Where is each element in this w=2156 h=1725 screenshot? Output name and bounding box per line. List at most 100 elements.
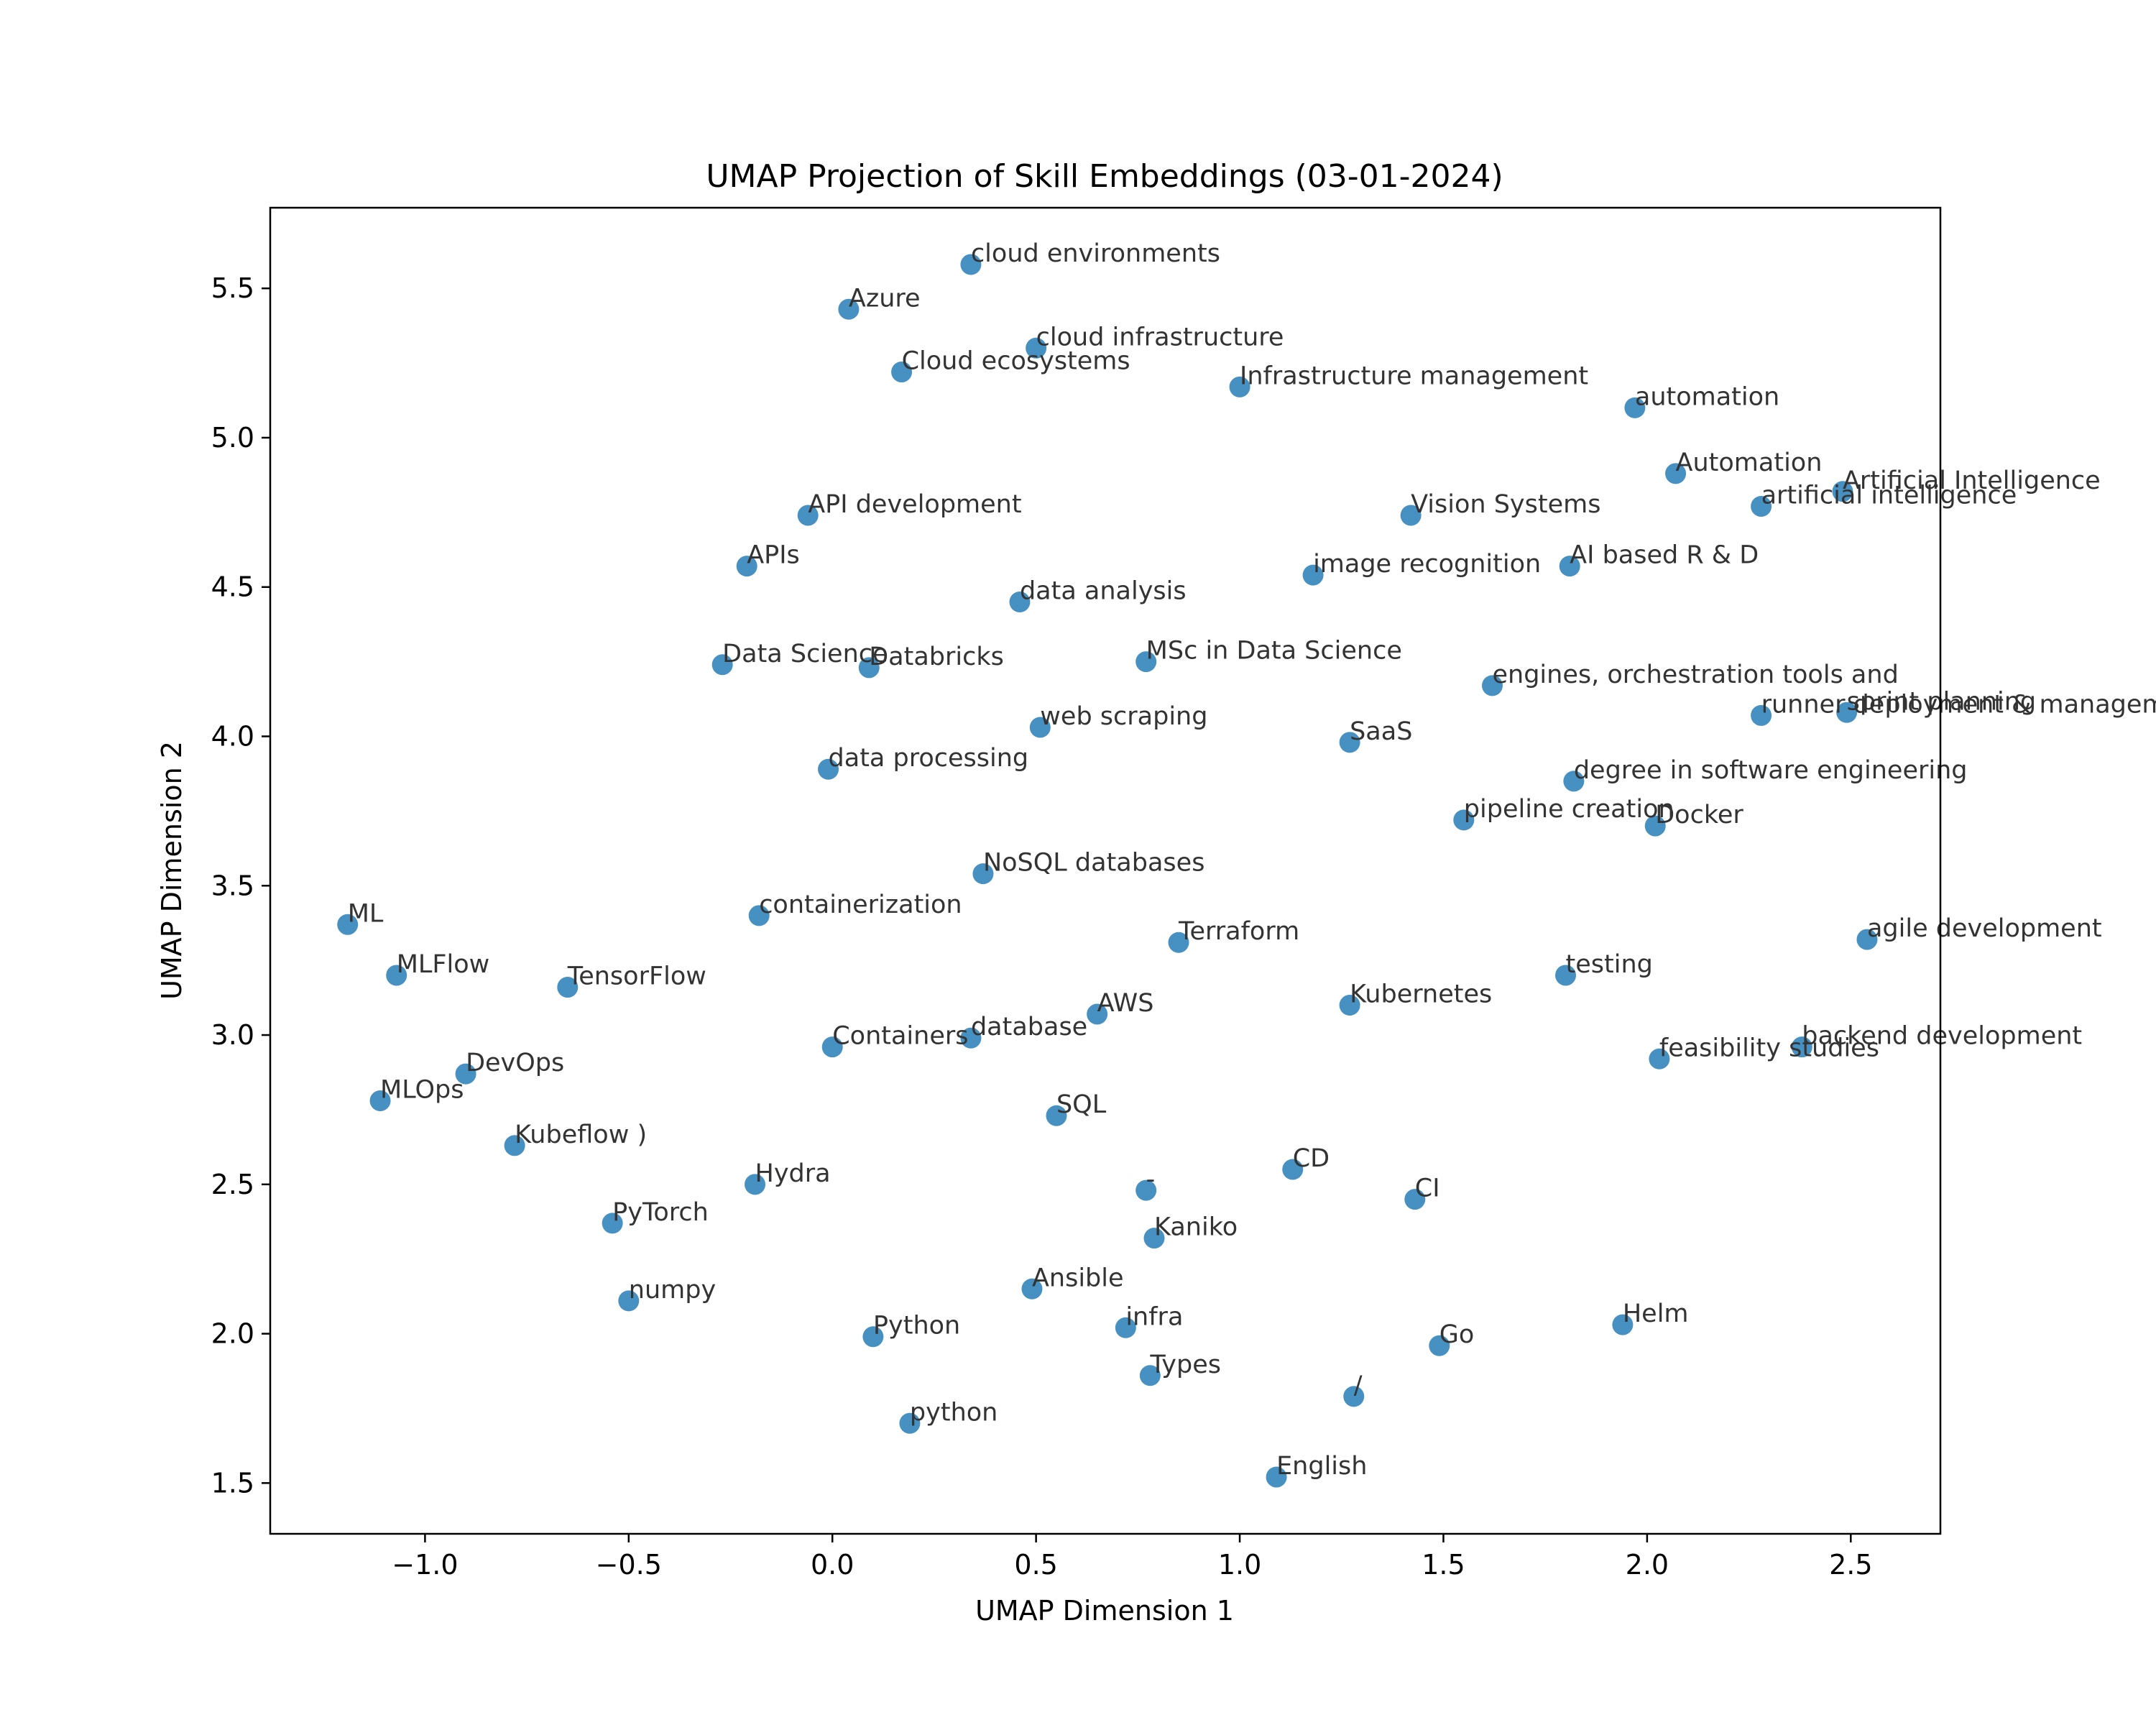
data-point bbox=[1229, 376, 1250, 397]
y-tick-label: 2.0 bbox=[211, 1318, 254, 1350]
data-point bbox=[455, 1063, 476, 1085]
point-label: CD bbox=[1293, 1144, 1330, 1173]
data-point bbox=[1009, 592, 1031, 613]
data-point bbox=[1026, 337, 1047, 359]
point-label: Ansible bbox=[1032, 1264, 1124, 1292]
point-label: numpy bbox=[629, 1276, 716, 1305]
data-point bbox=[1143, 1228, 1165, 1249]
data-point bbox=[1168, 932, 1189, 953]
point-label: English bbox=[1276, 1452, 1367, 1481]
point-label: Terraform bbox=[1178, 917, 1299, 946]
point-label: TensorFlow bbox=[567, 962, 706, 991]
point-label: feasibility studies bbox=[1659, 1034, 1879, 1062]
data-point bbox=[1135, 1179, 1157, 1201]
data-point bbox=[1400, 505, 1422, 526]
point-label: cloud infrastructure bbox=[1036, 323, 1284, 351]
point-label: image recognition bbox=[1313, 550, 1541, 579]
data-point bbox=[1665, 463, 1687, 484]
point-label: MSc in Data Science bbox=[1146, 637, 1402, 666]
data-point bbox=[1836, 702, 1858, 723]
data-point bbox=[618, 1290, 640, 1312]
x-tick-label: 0.0 bbox=[811, 1549, 854, 1581]
y-tick-label: 5.5 bbox=[211, 272, 254, 304]
point-label: Kaniko bbox=[1154, 1213, 1238, 1242]
point-label: backend development bbox=[1802, 1022, 2082, 1051]
point-label: sprint planning bbox=[1847, 687, 2036, 716]
point-label: python bbox=[910, 1398, 998, 1427]
x-tick-label: −1.0 bbox=[392, 1549, 458, 1581]
chart-title: UMAP Projection of Skill Embeddings (03-… bbox=[706, 158, 1503, 195]
data-point bbox=[1021, 1278, 1043, 1300]
data-point bbox=[337, 914, 359, 935]
point-label: Go bbox=[1439, 1320, 1475, 1349]
point-label: engines, orchestration tools and bbox=[1492, 661, 1898, 689]
data-point bbox=[1302, 564, 1324, 586]
data-point bbox=[1343, 1386, 1365, 1407]
point-label: NoSQL databases bbox=[983, 849, 1205, 878]
point-label: Databricks bbox=[869, 643, 1004, 671]
point-label: Hydra bbox=[755, 1159, 831, 1188]
point-label: Artificial Intelligence bbox=[1843, 466, 2101, 495]
data-point bbox=[1791, 1036, 1812, 1058]
data-point bbox=[1404, 1189, 1426, 1210]
data-point bbox=[899, 1412, 921, 1434]
point-label: / bbox=[1354, 1371, 1363, 1400]
point-label: SaaS bbox=[1350, 717, 1412, 746]
point-label: degree in software engineering bbox=[1574, 756, 1968, 785]
point-label: - bbox=[1146, 1165, 1156, 1194]
data-point bbox=[818, 758, 839, 780]
data-point bbox=[1139, 1365, 1161, 1386]
data-point bbox=[1751, 704, 1772, 726]
data-point bbox=[960, 1027, 982, 1049]
point-label: agile development bbox=[1867, 914, 2102, 943]
point-label: AI based R & D bbox=[1570, 541, 1759, 570]
data-point bbox=[504, 1135, 525, 1156]
y-tick-label: 3.5 bbox=[211, 870, 254, 901]
y-tick-label: 3.0 bbox=[211, 1019, 254, 1051]
point-label: Data Science bbox=[722, 640, 888, 668]
point-label: infra bbox=[1125, 1302, 1183, 1331]
point-label: Kubeflow ) bbox=[515, 1121, 647, 1149]
data-point bbox=[1135, 651, 1157, 673]
data-point bbox=[1555, 965, 1577, 986]
point-label: database bbox=[971, 1013, 1087, 1041]
point-label: web scraping bbox=[1040, 702, 1207, 731]
point-label: Python bbox=[873, 1312, 960, 1340]
data-point bbox=[1429, 1335, 1450, 1356]
data-point bbox=[1644, 815, 1666, 837]
point-label: Helm bbox=[1623, 1300, 1689, 1328]
data-point bbox=[1481, 675, 1503, 696]
data-point bbox=[1087, 1003, 1108, 1025]
point-label: Cloud ecosystems bbox=[902, 347, 1130, 376]
point-label: MLOps bbox=[380, 1075, 464, 1104]
point-label: DevOps bbox=[466, 1049, 564, 1077]
point-label: Docker bbox=[1655, 801, 1743, 829]
data-point bbox=[1339, 994, 1360, 1016]
point-label: data analysis bbox=[1020, 577, 1187, 606]
data-point bbox=[1559, 556, 1580, 577]
x-tick-label: 0.5 bbox=[1014, 1549, 1057, 1581]
data-point bbox=[797, 505, 819, 526]
data-point bbox=[1751, 496, 1772, 518]
point-label: API development bbox=[808, 490, 1021, 519]
point-label: automation bbox=[1635, 382, 1779, 411]
point-label: Containers bbox=[832, 1022, 968, 1051]
data-point bbox=[1649, 1048, 1670, 1070]
point-label: ML bbox=[348, 899, 384, 928]
x-tick-label: 1.0 bbox=[1218, 1549, 1261, 1581]
point-label: runner deployment & management bbox=[1761, 690, 2156, 719]
point-label: APIs bbox=[747, 541, 800, 570]
data-point bbox=[821, 1036, 843, 1058]
y-tick-label: 4.5 bbox=[211, 571, 254, 603]
y-tick-label: 4.0 bbox=[211, 721, 254, 753]
data-point bbox=[1856, 929, 1878, 950]
x-tick-label: −0.5 bbox=[596, 1549, 662, 1581]
point-label: CI bbox=[1415, 1174, 1440, 1203]
data-point bbox=[1029, 717, 1051, 738]
point-label: data processing bbox=[829, 744, 1029, 773]
data-point bbox=[1115, 1317, 1136, 1338]
point-label: testing bbox=[1566, 950, 1653, 979]
point-label: pipeline creation bbox=[1464, 795, 1674, 824]
data-point bbox=[748, 905, 770, 926]
point-labels-layer: cloud environments Azure cloud infrastruct… bbox=[348, 239, 2156, 1481]
